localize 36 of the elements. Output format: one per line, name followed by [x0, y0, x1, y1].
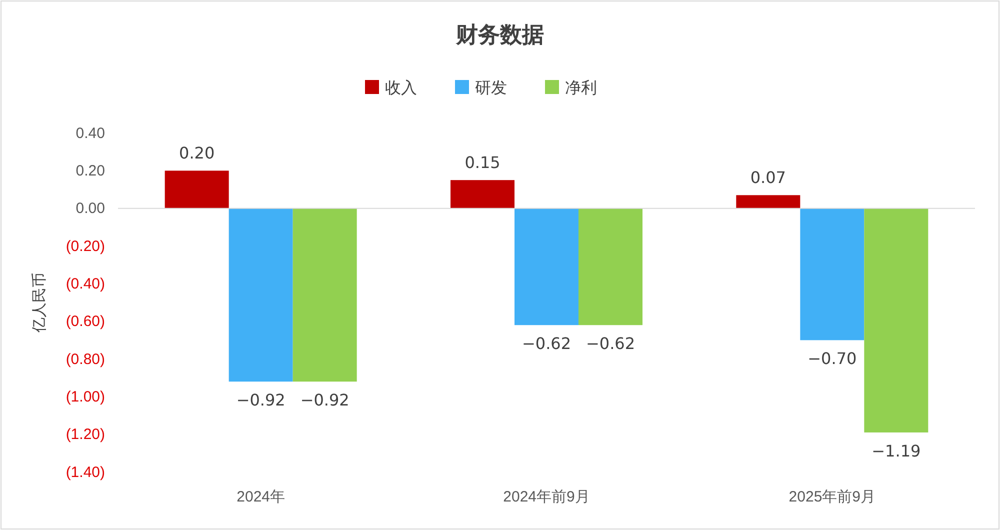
bar	[578, 208, 642, 326]
x-tick-label: 2025年前9月	[788, 488, 876, 506]
bar	[736, 195, 800, 208]
chart-title: 财务数据	[455, 23, 544, 48]
data-label: −0.62	[522, 334, 572, 354]
y-tick-label: (1.40)	[66, 464, 105, 481]
data-label: −1.19	[872, 441, 921, 460]
y-tick-label: (1.00)	[66, 388, 105, 406]
legend-label: 收入	[385, 78, 417, 97]
y-tick-label: 0.20	[76, 162, 105, 180]
x-tick-label: 2024年	[236, 488, 286, 506]
bar	[228, 208, 293, 382]
y-tick-label: (0.20)	[66, 238, 105, 255]
y-tick-label: (0.60)	[66, 313, 105, 330]
data-label: 0.07	[750, 168, 786, 188]
y-tick-label: 0.40	[76, 124, 105, 142]
y-tick-label: (0.80)	[66, 350, 105, 368]
bar	[514, 208, 578, 326]
legend-label: 研发	[475, 78, 507, 97]
data-label: 0.15	[464, 153, 500, 172]
bar	[164, 170, 229, 208]
y-tick-label: (0.40)	[66, 275, 105, 292]
data-label: −0.92	[300, 390, 350, 410]
y-tick-label: 0.00	[76, 200, 105, 218]
bar	[292, 208, 357, 382]
data-label: −0.92	[236, 390, 286, 410]
legend-label: 净利	[565, 78, 597, 97]
data-label: −0.70	[808, 349, 857, 368]
bar	[864, 208, 928, 432]
data-label: −0.62	[586, 334, 636, 354]
y-tick-label: (1.20)	[66, 426, 105, 444]
data-label: 0.20	[179, 144, 215, 163]
bar	[450, 180, 514, 208]
bar	[800, 208, 864, 340]
x-tick-label: 2024年前9月	[503, 488, 590, 506]
y-axis-title: 亿人民币	[30, 272, 48, 334]
